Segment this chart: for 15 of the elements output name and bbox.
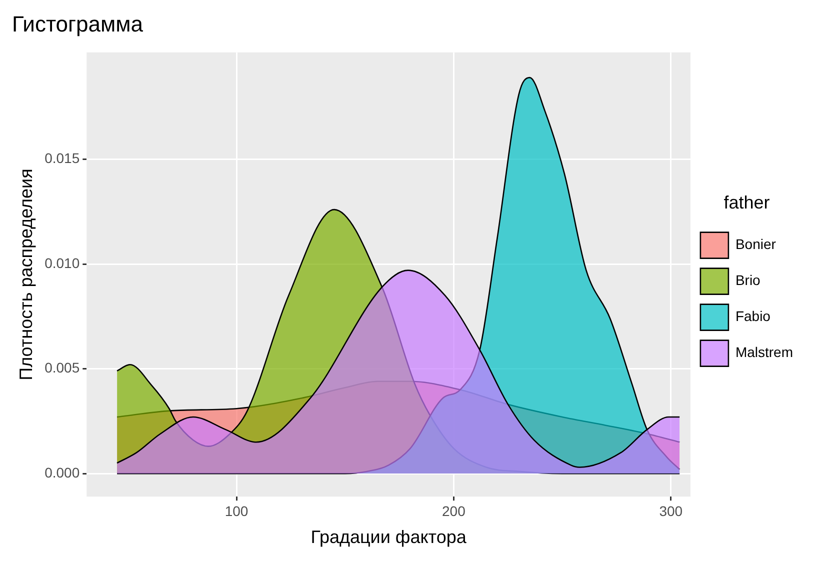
y-tick-label: 0.015 xyxy=(44,150,80,166)
legend-label: Malstrem xyxy=(735,344,794,360)
x-tick-label: 200 xyxy=(442,502,466,519)
y-tick-label: 0.000 xyxy=(44,464,80,480)
y-axis-title: Плотность распределеия xyxy=(16,168,36,380)
x-tick-label: 100 xyxy=(224,502,248,519)
y-tick-label: 0.010 xyxy=(44,254,80,271)
legend-label: Bonier xyxy=(735,236,776,252)
legend-label: Brio xyxy=(735,272,761,288)
chart-title: Гистограмма xyxy=(12,11,144,36)
y-tick-label: 0.005 xyxy=(44,360,80,376)
legend-title: father xyxy=(724,192,770,213)
x-tick-label: 300 xyxy=(659,502,683,519)
x-axis-title: Градации фактора xyxy=(310,527,468,548)
legend-label: Fabio xyxy=(735,308,771,324)
